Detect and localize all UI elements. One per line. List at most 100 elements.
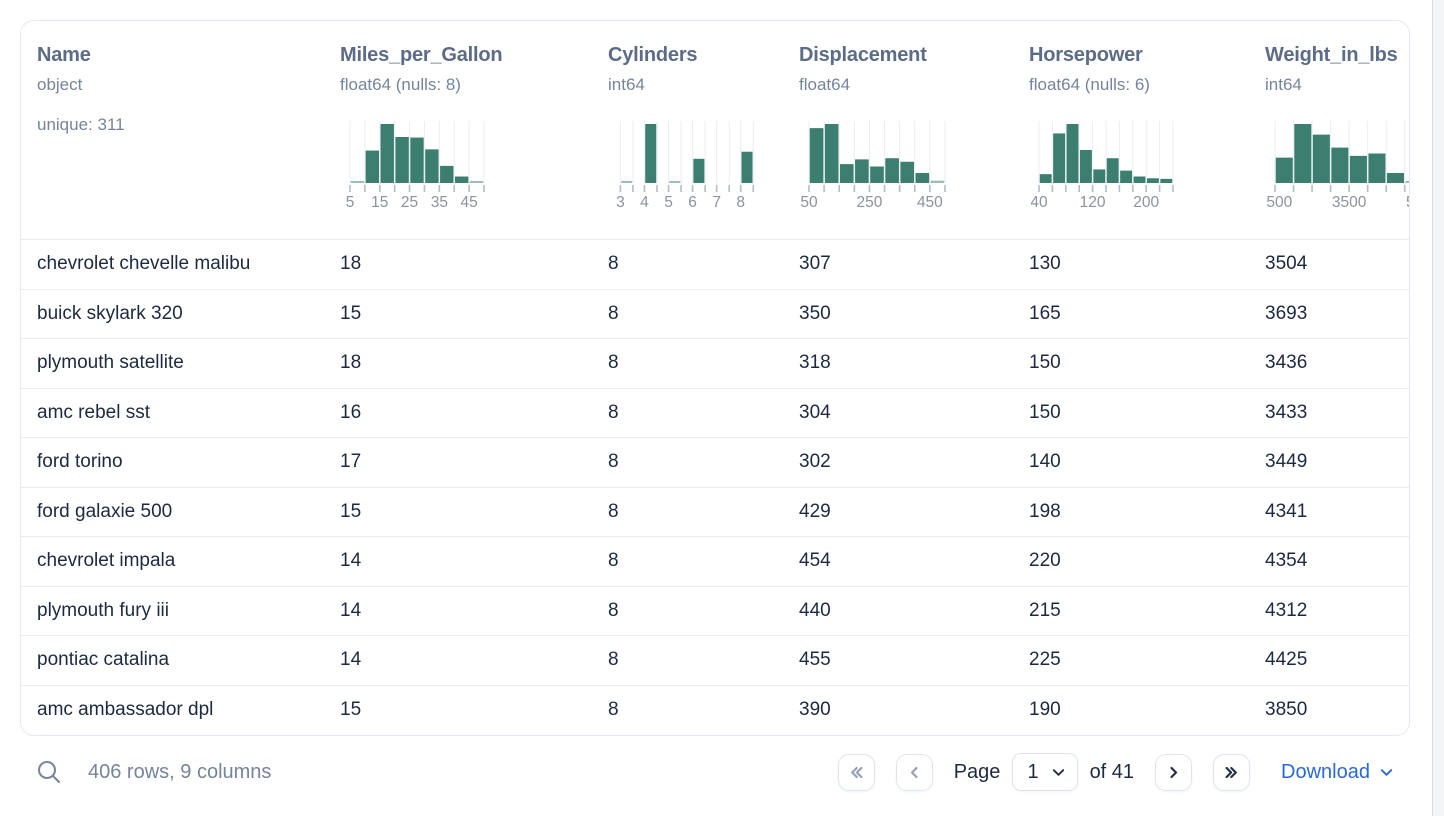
cell: 3449 (1265, 451, 1308, 473)
download-label: Download (1281, 760, 1370, 783)
column-header-Name[interactable]: Name object unique: 311 (37, 43, 340, 239)
cell: 8 (608, 401, 619, 423)
last-page-button[interactable] (1213, 753, 1251, 791)
column-title: Name (37, 44, 91, 66)
cell: 130 (1029, 253, 1061, 275)
histogram-Displacement[interactable]: 50 250 450 (801, 121, 953, 213)
cell: chevrolet impala (37, 550, 176, 572)
cell: 225 (1029, 649, 1061, 671)
first-page-button[interactable] (837, 753, 875, 791)
page-total: of 41 (1089, 760, 1135, 783)
column-type: float64 (nulls: 6) (1029, 75, 1150, 94)
cell: 307 (799, 253, 831, 275)
cell: 18 (340, 253, 362, 275)
download-button[interactable]: Download (1281, 761, 1394, 784)
chevron-right-icon (1170, 766, 1178, 778)
cell: amc ambassador dpl (37, 698, 214, 720)
table-row: chevrolet impala 14 8 454 220 4354 (21, 536, 1409, 586)
svg-text:3500: 3500 (1332, 194, 1367, 211)
cell: 8 (608, 698, 619, 720)
cell: 198 (1029, 500, 1061, 522)
svg-text:8: 8 (736, 194, 745, 211)
cell: 3504 (1265, 253, 1308, 275)
cell: 150 (1029, 401, 1061, 423)
column-header-Horsepower[interactable]: Horsepower float64 (nulls: 6) 40 120 200 (1029, 43, 1265, 239)
cell: 220 (1029, 550, 1061, 572)
svg-text:5: 5 (664, 194, 673, 211)
svg-text:40: 40 (1031, 194, 1048, 211)
cell: 302 (799, 451, 831, 473)
svg-text:25: 25 (401, 194, 418, 211)
column-type: int64 (608, 75, 645, 94)
cell: 8 (608, 599, 619, 621)
column-unique-count: unique: 311 (37, 115, 125, 134)
adjacent-panel-edge (1432, 0, 1444, 816)
cell: 14 (340, 649, 362, 671)
svg-text:200: 200 (1133, 194, 1159, 211)
svg-text:250: 250 (857, 194, 883, 211)
column-header-Displacement[interactable]: Displacement float64 50 250 450 (799, 43, 1029, 239)
table-row: ford torino 17 8 302 140 3449 (21, 437, 1409, 487)
footer-left: 406 rows, 9 columns (36, 759, 271, 785)
cell: 429 (799, 500, 831, 522)
page-select-value: 1 (1027, 760, 1039, 783)
prev-page-button[interactable] (895, 753, 933, 791)
cell: 165 (1029, 302, 1061, 324)
cell: 15 (340, 302, 362, 324)
svg-text:1500: 1500 (1267, 194, 1293, 211)
svg-text:5500: 5500 (1406, 194, 1410, 211)
svg-text:4: 4 (640, 194, 649, 211)
chevron-left-icon (910, 766, 918, 778)
histogram-Miles_per_Gallon[interactable]: 5 15 25 35 45 (342, 121, 492, 213)
histogram-Weight_in_lbs[interactable]: 1500 3500 5500 (1267, 121, 1410, 213)
search-icon[interactable] (36, 759, 62, 785)
cell: 150 (1029, 352, 1061, 374)
cell: 440 (799, 599, 831, 621)
column-title: Cylinders (608, 44, 698, 66)
cell: 18 (340, 352, 362, 374)
cell: 8 (608, 352, 619, 374)
double-chevron-right-icon (1225, 766, 1237, 778)
table-header-row: Name object unique: 311 Miles_per_Gallon flo… (21, 21, 1409, 239)
cell: 15 (340, 698, 362, 720)
column-title: Horsepower (1029, 44, 1143, 66)
cell: 4425 (1265, 649, 1308, 671)
column-type: int64 (1265, 75, 1302, 94)
data-table-card: Name object unique: 311 Miles_per_Gallon flo… (20, 20, 1410, 736)
cell: 17 (340, 451, 362, 473)
column-header-Cylinders[interactable]: Cylinders int64 3 4 5 6 7 8 (608, 43, 799, 239)
cell: 4341 (1265, 500, 1308, 522)
cell: 4312 (1265, 599, 1308, 621)
table-row: buick skylark 320 15 8 350 165 3693 (21, 288, 1409, 338)
double-chevron-left-icon (850, 766, 863, 778)
column-title: Displacement (799, 44, 927, 66)
svg-text:120: 120 (1080, 194, 1106, 211)
svg-text:15: 15 (371, 194, 388, 211)
svg-text:50: 50 (801, 194, 818, 211)
cell: 8 (608, 253, 619, 275)
column-type: object (37, 75, 83, 94)
cell: 8 (608, 649, 619, 671)
svg-text:6: 6 (688, 194, 697, 211)
table-footer: 406 rows, 9 columns Page 1 of 41 (36, 740, 1410, 804)
histogram-Horsepower[interactable]: 40 120 200 (1031, 121, 1181, 213)
page-select[interactable]: 1 (1012, 753, 1078, 791)
next-page-button[interactable] (1155, 753, 1193, 791)
cell: 16 (340, 401, 362, 423)
cell: amc rebel sst (37, 401, 150, 423)
column-title: Weight_in_lbs (1265, 44, 1398, 66)
page-label: Page (953, 760, 1001, 783)
table-row: plymouth satellite 18 8 318 150 3436 (21, 338, 1409, 388)
table-row: amc rebel sst 16 8 304 150 3433 (21, 387, 1409, 437)
table-row: chevrolet chevelle malibu 18 8 307 130 3504 (21, 239, 1409, 289)
cell: 140 (1029, 451, 1061, 473)
column-header-Miles_per_Gallon[interactable]: Miles_per_Gallon float64 (nulls: 8) 5 15 25 3… (340, 43, 608, 239)
cell: 454 (799, 550, 831, 572)
cell: 4354 (1265, 550, 1308, 572)
chevron-down-icon (1380, 768, 1393, 776)
cell: ford torino (37, 451, 123, 473)
table-row: ford galaxie 500 15 8 429 198 4341 (21, 486, 1409, 536)
column-header-Weight_in_lbs[interactable]: Weight_in_lbs int64 1500 3500 5500 (1265, 43, 1410, 239)
cell: 318 (799, 352, 831, 374)
